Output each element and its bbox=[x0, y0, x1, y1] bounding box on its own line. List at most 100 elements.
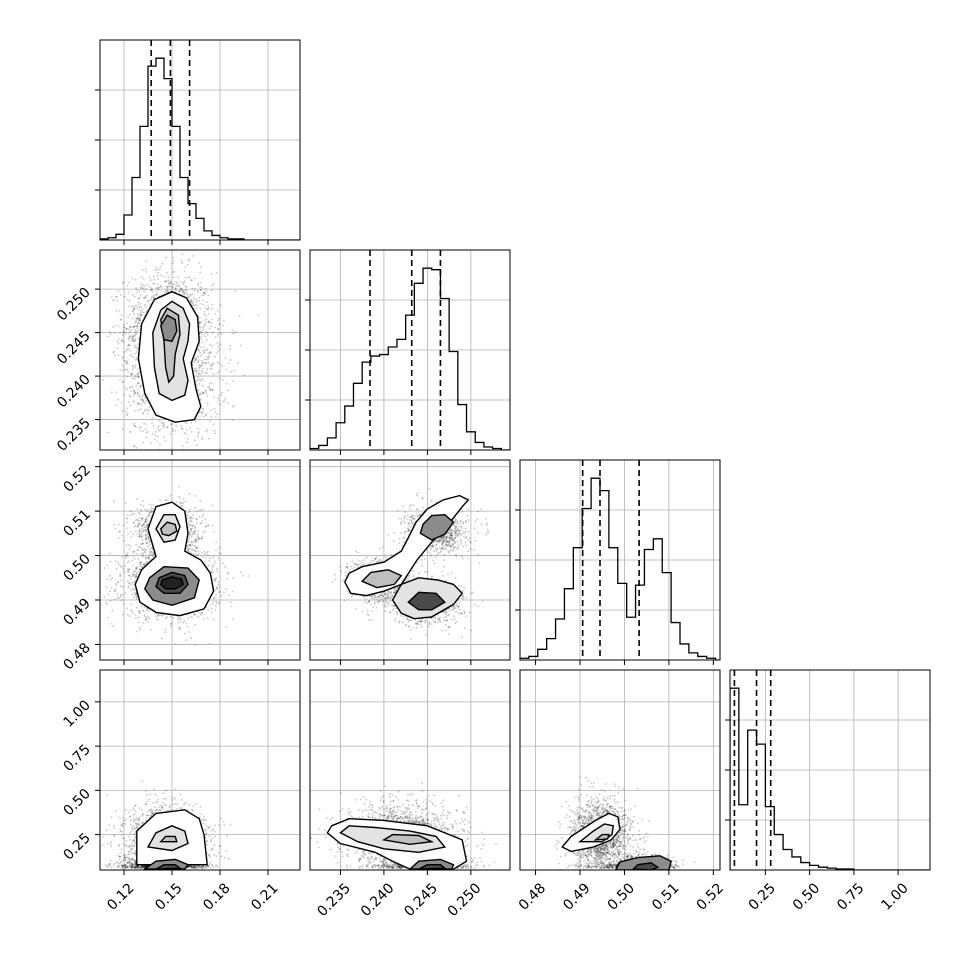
scatter-point bbox=[210, 416, 213, 418]
scatter-point bbox=[178, 290, 181, 293]
scatter-point bbox=[123, 360, 126, 362]
scatter-point bbox=[133, 588, 136, 591]
scatter-point bbox=[141, 539, 144, 541]
scatter-point bbox=[145, 307, 148, 310]
scatter-point bbox=[131, 593, 134, 596]
scatter-point bbox=[113, 590, 116, 593]
scatter-point bbox=[138, 563, 141, 566]
scatter-point bbox=[202, 346, 205, 348]
scatter-point bbox=[144, 296, 147, 299]
scatter-point bbox=[206, 395, 209, 397]
scatter-point bbox=[127, 316, 130, 318]
scatter-point bbox=[166, 287, 169, 290]
scatter-point bbox=[126, 298, 129, 301]
scatter-point bbox=[215, 541, 218, 543]
scatter-point bbox=[126, 551, 129, 554]
scatter-point bbox=[188, 547, 191, 550]
scatter-point bbox=[115, 295, 118, 298]
scatter-point bbox=[141, 525, 143, 527]
scatter-point bbox=[148, 554, 151, 556]
scatter-point bbox=[130, 584, 132, 586]
scatter-point bbox=[208, 321, 211, 324]
scatter-point bbox=[131, 305, 134, 307]
scatter-point bbox=[167, 279, 170, 282]
scatter-point bbox=[134, 391, 136, 394]
scatter-point bbox=[147, 615, 150, 618]
scatter-point bbox=[194, 644, 196, 646]
scatter-point bbox=[218, 363, 221, 365]
scatter-point bbox=[130, 372, 133, 375]
scatter-point bbox=[187, 617, 190, 619]
scatter-point bbox=[207, 356, 210, 359]
scatter-point bbox=[225, 382, 228, 385]
pair-panel-0-2 bbox=[99, 459, 301, 661]
scatter-point bbox=[132, 336, 134, 338]
scatter-point bbox=[138, 520, 141, 522]
scatter-point bbox=[138, 533, 141, 536]
scatter-point bbox=[147, 557, 150, 559]
scatter-point bbox=[215, 577, 218, 580]
scatter-point bbox=[110, 622, 113, 625]
scatter-point bbox=[138, 296, 141, 299]
histogram-panel-0 bbox=[95, 39, 301, 241]
scatter-point bbox=[198, 372, 201, 375]
scatter-point bbox=[180, 617, 182, 620]
scatter-point bbox=[126, 579, 129, 582]
scatter-point bbox=[135, 543, 138, 546]
scatter-point bbox=[116, 340, 119, 343]
scatter-point bbox=[199, 303, 202, 305]
scatter-point bbox=[195, 518, 197, 521]
scatter-point bbox=[212, 578, 215, 580]
scatter-point bbox=[225, 368, 228, 371]
scatter-point bbox=[128, 330, 131, 333]
scatter-point bbox=[134, 557, 136, 560]
scatter-point bbox=[141, 311, 144, 313]
scatter-point bbox=[143, 548, 146, 550]
scatter-point bbox=[194, 530, 196, 533]
scatter-point bbox=[147, 556, 150, 559]
scatter-point bbox=[222, 379, 224, 381]
scatter-point bbox=[203, 349, 206, 351]
scatter-point bbox=[138, 319, 141, 322]
scatter-point bbox=[133, 339, 136, 342]
scatter-point bbox=[148, 541, 151, 544]
scatter-point bbox=[214, 560, 217, 563]
scatter-point bbox=[134, 338, 137, 340]
scatter-point bbox=[136, 368, 139, 370]
scatter-point bbox=[140, 283, 142, 285]
scatter-point bbox=[166, 271, 168, 274]
scatter-point bbox=[133, 570, 135, 573]
scatter-point bbox=[211, 388, 214, 391]
scatter-point bbox=[205, 339, 208, 341]
scatter-point bbox=[97, 386, 99, 388]
scatter-point bbox=[220, 394, 223, 397]
scatter-point bbox=[136, 317, 138, 320]
scatter-point bbox=[146, 524, 149, 527]
scatter-point bbox=[182, 498, 185, 501]
scatter-point bbox=[232, 332, 235, 335]
scatter-point bbox=[203, 292, 206, 294]
scatter-point bbox=[218, 377, 221, 380]
scatter-point bbox=[193, 614, 196, 616]
scatter-point bbox=[139, 543, 142, 545]
scatter-point bbox=[155, 290, 158, 293]
scatter-point bbox=[139, 408, 142, 410]
scatter-point bbox=[214, 578, 217, 581]
scatter-point bbox=[143, 606, 146, 608]
scatter-point bbox=[208, 560, 211, 562]
scatter-point bbox=[207, 320, 210, 323]
scatter-point bbox=[239, 344, 242, 347]
scatter-point bbox=[179, 620, 182, 623]
scatter-point bbox=[159, 613, 162, 616]
scatter-point bbox=[189, 531, 191, 533]
scatter-point bbox=[134, 334, 137, 336]
scatter-point bbox=[185, 292, 188, 295]
scatter-point bbox=[143, 396, 146, 398]
scatter-point bbox=[132, 550, 134, 553]
scatter-point bbox=[139, 319, 142, 322]
scatter-point bbox=[188, 544, 191, 546]
scatter-point bbox=[169, 282, 172, 285]
scatter-point bbox=[197, 529, 199, 532]
scatter-point bbox=[194, 304, 197, 307]
scatter-point bbox=[192, 531, 195, 534]
